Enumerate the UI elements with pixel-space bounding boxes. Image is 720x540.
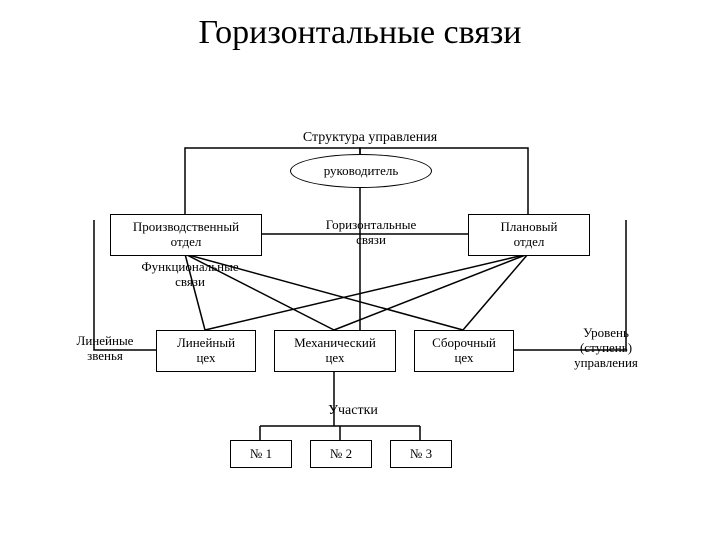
node-a2: № 2 xyxy=(310,440,372,468)
edge xyxy=(334,254,528,330)
slide-title: Горизонтальные связи xyxy=(0,14,720,52)
node-prod: Производственный отдел xyxy=(110,214,262,256)
node-mgr: руководитель xyxy=(290,154,432,188)
lbl-linear: Линейные звенья xyxy=(60,334,150,364)
node-shop1: Линейный цех xyxy=(156,330,256,372)
lbl-areas: Участки xyxy=(308,403,398,419)
edge xyxy=(463,254,528,330)
node-a3: № 3 xyxy=(390,440,452,468)
lbl-func: Функциональные связи xyxy=(120,260,260,290)
node-a1: № 1 xyxy=(230,440,292,468)
lbl-horiz: Горизонтальные связи xyxy=(306,218,436,248)
org-diagram: Структура управления Горизонтальные связи… xyxy=(70,130,650,510)
lbl-level: Уровень (ступень) управления xyxy=(556,326,656,371)
node-shop2: Механический цех xyxy=(274,330,396,372)
lbl-structure: Структура управления xyxy=(280,130,460,146)
node-shop3: Сборочный цех xyxy=(414,330,514,372)
node-plan: Плановый отдел xyxy=(468,214,590,256)
